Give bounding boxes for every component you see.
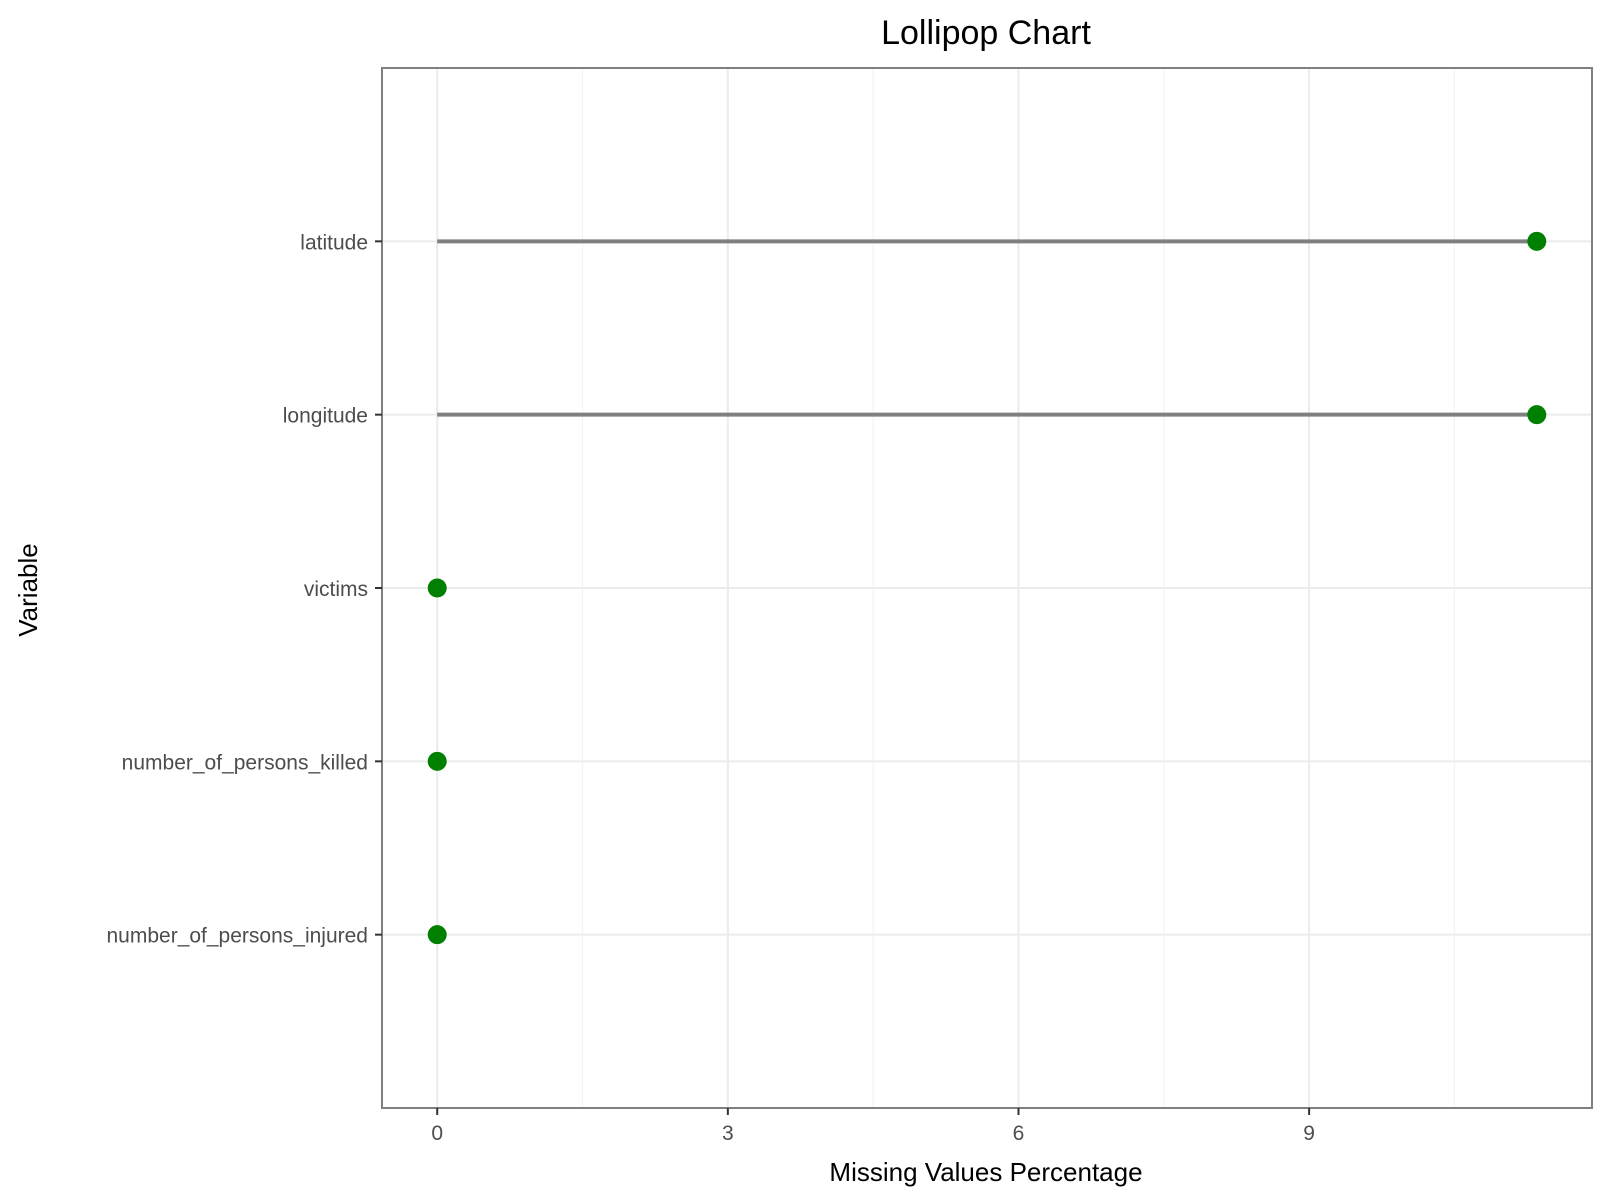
x-tick-label: 3 bbox=[722, 1122, 734, 1145]
x-tick-label: 0 bbox=[431, 1122, 443, 1145]
x-axis: 0 3 6 9 bbox=[431, 1108, 1315, 1145]
y-axis-title: Variable bbox=[13, 543, 43, 636]
y-tick-label: latitude bbox=[300, 231, 368, 254]
y-tick-label: number_of_persons_killed bbox=[122, 751, 368, 774]
major-gridlines bbox=[382, 68, 1592, 1108]
point-number_of_persons_injured bbox=[427, 925, 447, 945]
y-tick-label: number_of_persons_injured bbox=[106, 925, 368, 948]
x-tick-label: 9 bbox=[1303, 1122, 1315, 1145]
plot-panel bbox=[381, 67, 1593, 1109]
y-tick-label: victims bbox=[304, 578, 368, 601]
chart-title: Lollipop Chart bbox=[881, 14, 1091, 52]
point-longitude bbox=[1527, 405, 1547, 425]
x-axis-title: Missing Values Percentage bbox=[829, 1157, 1142, 1187]
point-number_of_persons_killed bbox=[427, 751, 447, 771]
lollipop-stems bbox=[437, 239, 1537, 417]
y-tick-label: longitude bbox=[283, 405, 368, 428]
point-latitude bbox=[1527, 231, 1547, 251]
point-victims bbox=[427, 578, 447, 598]
lollipop-points bbox=[427, 231, 1547, 945]
x-tick-label: 6 bbox=[1013, 1122, 1025, 1145]
y-axis: latitude longitude victims number_of_person… bbox=[106, 231, 382, 948]
